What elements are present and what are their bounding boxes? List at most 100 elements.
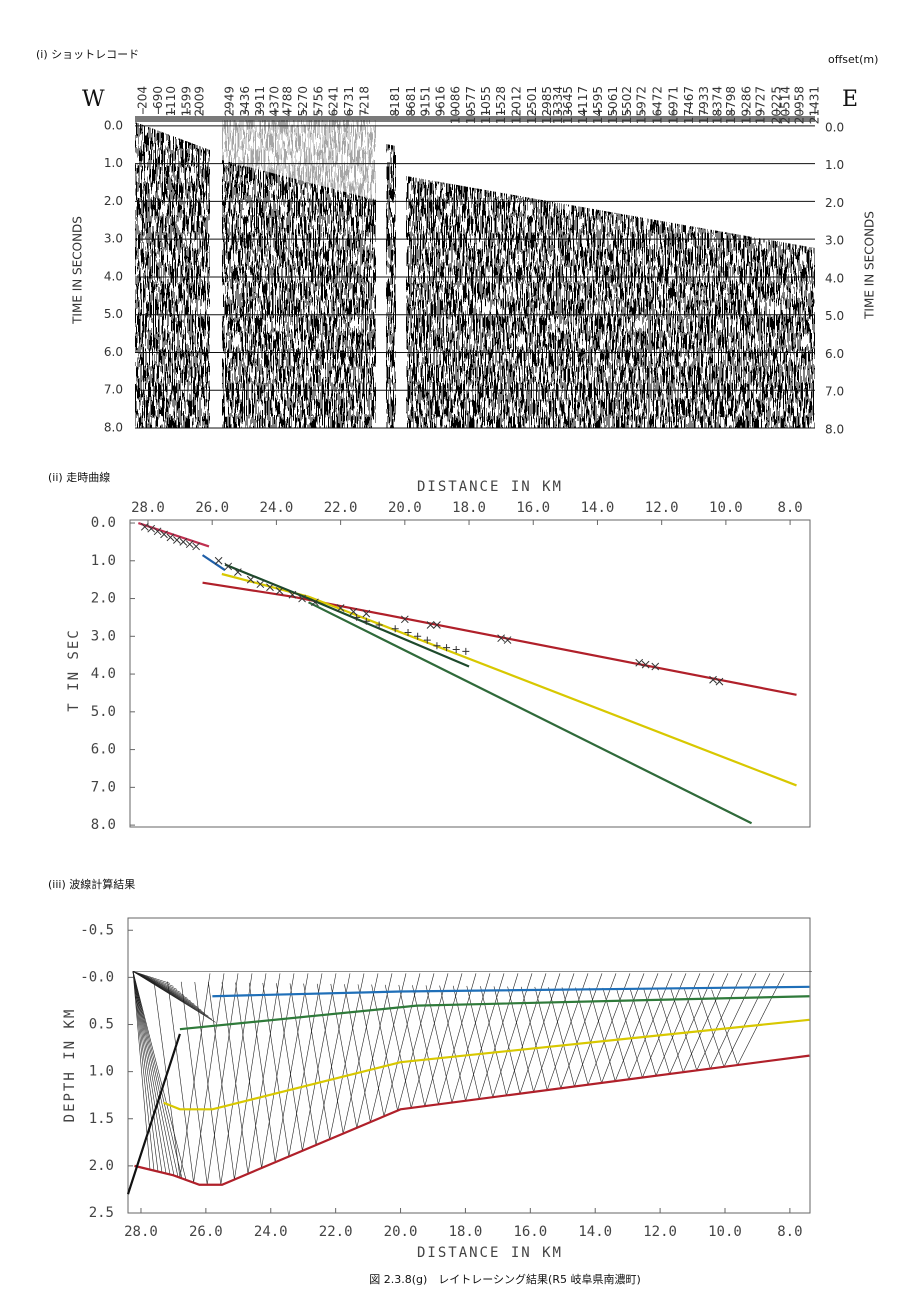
ray [424,973,463,1107]
offset-label: 204 [136,86,150,109]
ray [684,989,711,1069]
offset-label: 4370 [267,86,281,117]
series-line [134,1054,810,1186]
ray [398,984,426,1107]
offset-label: 10086 [448,86,462,124]
marker [651,662,660,671]
y-tick-label-right: 3.0 [825,234,844,248]
y-tick-label: 1.0 [104,156,123,170]
ray [451,973,491,1103]
offset-label: 5270 [296,86,310,117]
marker [715,677,724,686]
series-line [221,572,797,787]
ray [506,973,547,1096]
ray [697,989,725,1067]
series-line [308,601,753,825]
offset-label: 20225 [769,86,783,124]
y-axis-label: TIME IN SECONDS [71,216,85,325]
ray [519,973,561,1094]
ray [737,973,785,1066]
offset-label: 2949 [222,86,236,117]
ray [132,971,155,1171]
offset-label: 2009 [193,86,207,117]
y-tick-label: -0.0 [80,969,114,985]
ray [723,973,771,1067]
panel-title: (i) ショットレコード [36,48,139,61]
offset-label: 12501 [525,86,539,124]
ray [669,973,715,1075]
offset-label: 17467 [682,86,696,124]
marker [147,524,156,533]
ray [384,984,412,1108]
y-tick-label: 6.0 [104,345,123,359]
ray [132,971,167,1174]
series-line [163,1018,810,1111]
marker [497,634,505,643]
ray [371,984,398,1111]
ray [492,973,533,1098]
ray [629,988,657,1076]
y-tick-label: 8.0 [91,817,116,833]
ray [357,984,385,1117]
ray [601,973,645,1084]
offset-label: 12985 [540,86,554,124]
ray [132,971,163,1173]
ray [616,988,643,1078]
x-tick-label: 26.0 [189,1224,223,1240]
ray [561,987,589,1085]
panel-title: (iii) 波線計算結果 [48,877,135,891]
ray [410,973,449,1109]
marker [353,613,361,621]
marker [641,660,650,669]
ray [711,989,738,1066]
ray [132,971,183,1179]
ray [465,973,505,1101]
ray [247,973,281,1174]
ray [153,981,181,1178]
offset-label: 14117 [576,86,590,124]
ray-paths [132,971,812,1185]
marker [503,636,512,644]
ray [262,982,290,1157]
offset-label: 9151 [419,86,433,117]
ray [132,971,159,1172]
y-tick-label: 0.0 [104,118,123,132]
offset-label: 19286 [740,86,754,124]
y-tick-label: 5.0 [91,704,116,720]
offset-label: 19727 [754,86,768,124]
y-tick-label: 0.5 [89,1017,114,1033]
offset-label: 16472 [651,86,665,124]
ray [132,971,187,1180]
offset-label: 14595 [591,86,605,124]
y-tick-label: 4.0 [91,666,116,682]
x-tick-label: 14.0 [581,500,615,516]
marker [246,575,255,584]
marker [160,530,168,539]
x-tick-label: 24.0 [260,500,294,516]
series-line [126,1033,181,1195]
x-tick-label: 22.0 [319,1224,353,1240]
ray [670,988,698,1071]
ray [132,971,179,1178]
y-axis-label: T IN SEC [66,628,82,711]
west-label: W [82,87,105,112]
offset-label: 15972 [635,86,649,124]
y-tick-label: 1.0 [89,1064,114,1080]
marker [433,621,441,629]
y-tick-label: 3.0 [104,232,123,246]
y-axis-label: DEPTH IN KM [62,1008,78,1123]
x-tick-label: 28.0 [131,500,165,516]
offset-label: 17933 [697,86,711,124]
ray [643,988,670,1075]
marker [362,617,370,625]
marker [266,583,274,592]
marker [414,632,422,640]
ray [132,971,216,1023]
ray [276,983,303,1151]
x-tick-label: 18.0 [452,500,486,516]
ray [261,973,295,1169]
y-tick-label: 8.0 [104,421,123,435]
offset-label: 13334 [551,86,565,124]
offset-label: offset(m) [828,53,878,66]
y-tick-label-right: 8.0 [825,423,844,437]
